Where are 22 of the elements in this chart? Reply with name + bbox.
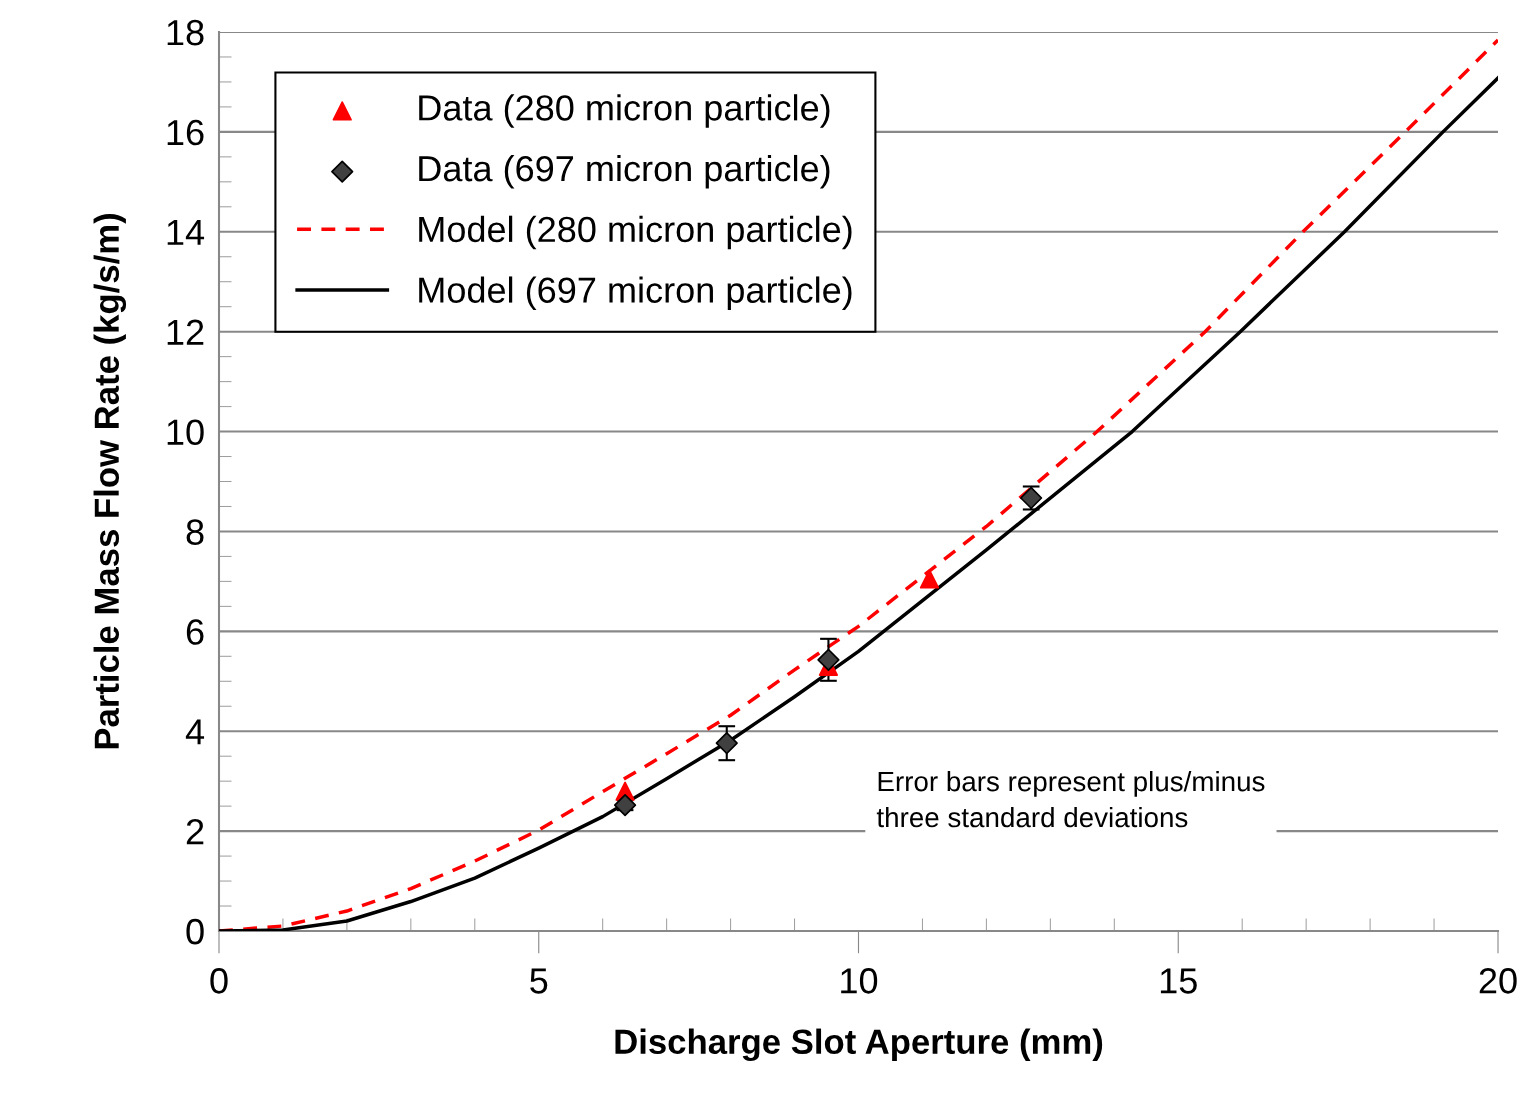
y-tick-label: 16 [167,119,204,146]
x-tick-label: 5 [530,968,548,994]
legend-label: Data (280 micron particle) [419,94,830,128]
y-tick-label: 14 [167,220,205,245]
y-tick-label: 10 [167,419,204,445]
y-axis-title: Particle Mass Flow Rate (kg/s/m) [93,214,127,749]
y-tick-label: 8 [186,519,204,545]
x-tick-label: 10 [841,968,878,994]
y-tick-label: 12 [167,319,204,345]
legend-label: Data (697 micron particle) [419,154,830,189]
y-tick-label: 4 [185,719,205,745]
y-tick-label: 18 [167,19,204,46]
x-axis-title: Discharge Slot Aperture (mm) [615,1028,1103,1062]
x-tick-label: 0 [210,968,228,994]
y-tick-label: 6 [186,619,204,645]
y-tick-label: 0 [186,918,204,945]
y-tick-label: 2 [186,818,204,845]
legend-label: Model (697 micron particle) [419,276,852,311]
legend-label: Model (280 micron particle) [419,215,852,250]
x-tick-label: 20 [1479,968,1517,994]
x-tick-label: 15 [1160,968,1197,994]
annotation: Error bars represent plus/minus three standard deviations [876,770,1265,828]
